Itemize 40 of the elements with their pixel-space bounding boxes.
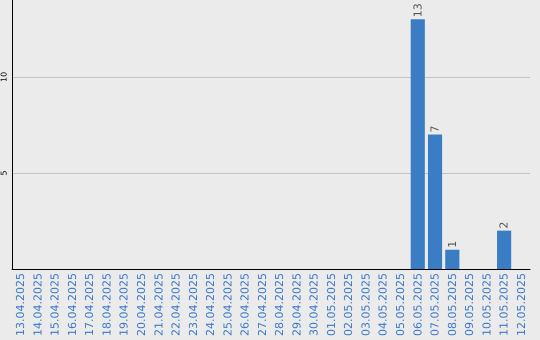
x-tick-label: 28.04.2025 bbox=[273, 273, 286, 336]
x-tick-label: 07.05.2025 bbox=[428, 273, 442, 336]
x-tick-label: 29.04.2025 bbox=[290, 273, 304, 336]
x-tick-label: 09.05.2025 bbox=[463, 273, 476, 336]
x-tick-label: 12.05.2025 bbox=[514, 273, 528, 336]
x-tick-label: 22.04.2025 bbox=[170, 273, 183, 336]
x-tick-label: 14.04.2025 bbox=[31, 273, 44, 336]
bar bbox=[428, 134, 442, 269]
x-tick-label: 17.04.2025 bbox=[83, 273, 96, 336]
x-tick-label: 18.04.2025 bbox=[100, 273, 114, 336]
data-label: 1 bbox=[446, 240, 459, 248]
x-tick-label: 21.04.2025 bbox=[152, 273, 166, 336]
x-tick-label: 30.04.2025 bbox=[308, 273, 321, 336]
y-tick-label: 10 bbox=[0, 72, 8, 82]
x-tick-label: 23.04.2025 bbox=[186, 273, 200, 336]
x-tick-label: 01.05.2025 bbox=[324, 273, 338, 336]
x-tick-label: 25.04.2025 bbox=[221, 273, 234, 336]
x-tick-label: 13.04.2025 bbox=[14, 273, 28, 336]
x-tick-label: 24.04.2025 bbox=[204, 273, 218, 336]
data-label: 2 bbox=[498, 222, 511, 229]
bar bbox=[497, 230, 512, 269]
x-tick-label: 26.04.2025 bbox=[238, 273, 252, 336]
x-tick-label: 19.04.2025 bbox=[118, 273, 131, 336]
data-label: 13 bbox=[411, 3, 424, 18]
data-label: 7 bbox=[428, 126, 442, 132]
x-tick-label: 10.05.2025 bbox=[480, 273, 494, 336]
x-tick-label: 06.05.2025 bbox=[411, 273, 424, 336]
x-tick-label: 16.04.2025 bbox=[66, 273, 79, 336]
x-tick-label: 08.05.2025 bbox=[446, 273, 459, 336]
x-tick-label: 27.04.2025 bbox=[256, 273, 269, 336]
x-tick-label: 05.05.2025 bbox=[394, 273, 407, 336]
bar bbox=[445, 250, 460, 269]
x-tick-label: 20.04.2025 bbox=[135, 273, 148, 336]
x-tick-label: 15.04.2025 bbox=[48, 273, 62, 336]
bar bbox=[410, 19, 425, 269]
y-tick-label: 5 bbox=[0, 170, 8, 176]
x-tick-label: 04.05.2025 bbox=[376, 273, 390, 336]
x-tick-label: 03.05.2025 bbox=[359, 273, 372, 336]
x-tick-label: 11.05.2025 bbox=[498, 273, 511, 336]
x-tick-label: 02.05.2025 bbox=[342, 273, 356, 336]
